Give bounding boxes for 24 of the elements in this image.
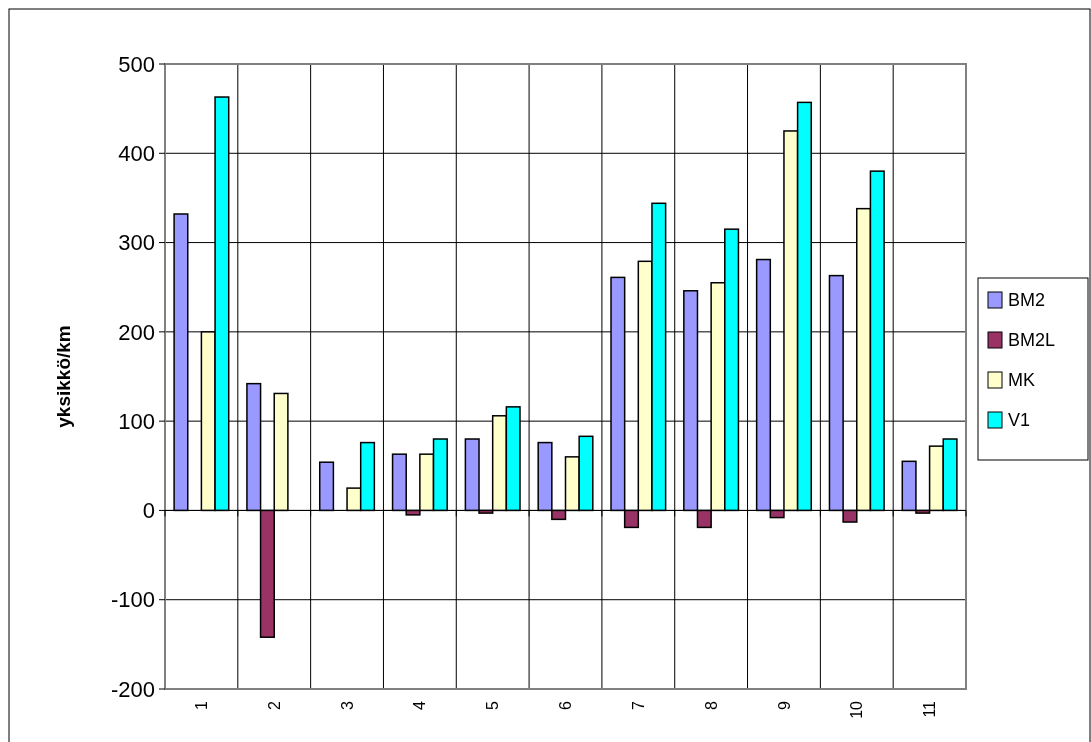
x-tick-label: 4 <box>411 700 429 710</box>
y-tick-label: 0 <box>142 498 155 524</box>
x-tick-label: 7 <box>629 700 647 710</box>
x-tick-label: 1 <box>193 700 211 710</box>
x-tick-label: 5 <box>484 700 502 710</box>
legend-label: BM2 <box>1008 290 1046 311</box>
y-tick-label: 200 <box>118 319 155 345</box>
y-tick-label: 300 <box>118 230 155 256</box>
y-tick-label: -100 <box>110 587 155 613</box>
x-tick-label: 6 <box>557 700 575 710</box>
x-tick-label: 3 <box>338 700 356 710</box>
y-tick-label: 500 <box>118 51 155 77</box>
x-tick-label: 2 <box>265 700 283 710</box>
x-tick-label: 9 <box>775 700 793 710</box>
y-axis-title: yksikkö/km <box>53 325 74 428</box>
x-tick-label: 11 <box>921 700 939 718</box>
y-tick-label: 400 <box>118 140 155 166</box>
x-tick-label: 8 <box>702 700 720 710</box>
x-tick-label: 10 <box>848 700 866 719</box>
legend-label: BM2L <box>1008 330 1056 351</box>
y-tick-label: 100 <box>118 408 155 434</box>
y-tick-label: -200 <box>110 676 155 702</box>
legend-label: MK <box>1008 370 1035 391</box>
legend-label: V1 <box>1008 410 1031 431</box>
